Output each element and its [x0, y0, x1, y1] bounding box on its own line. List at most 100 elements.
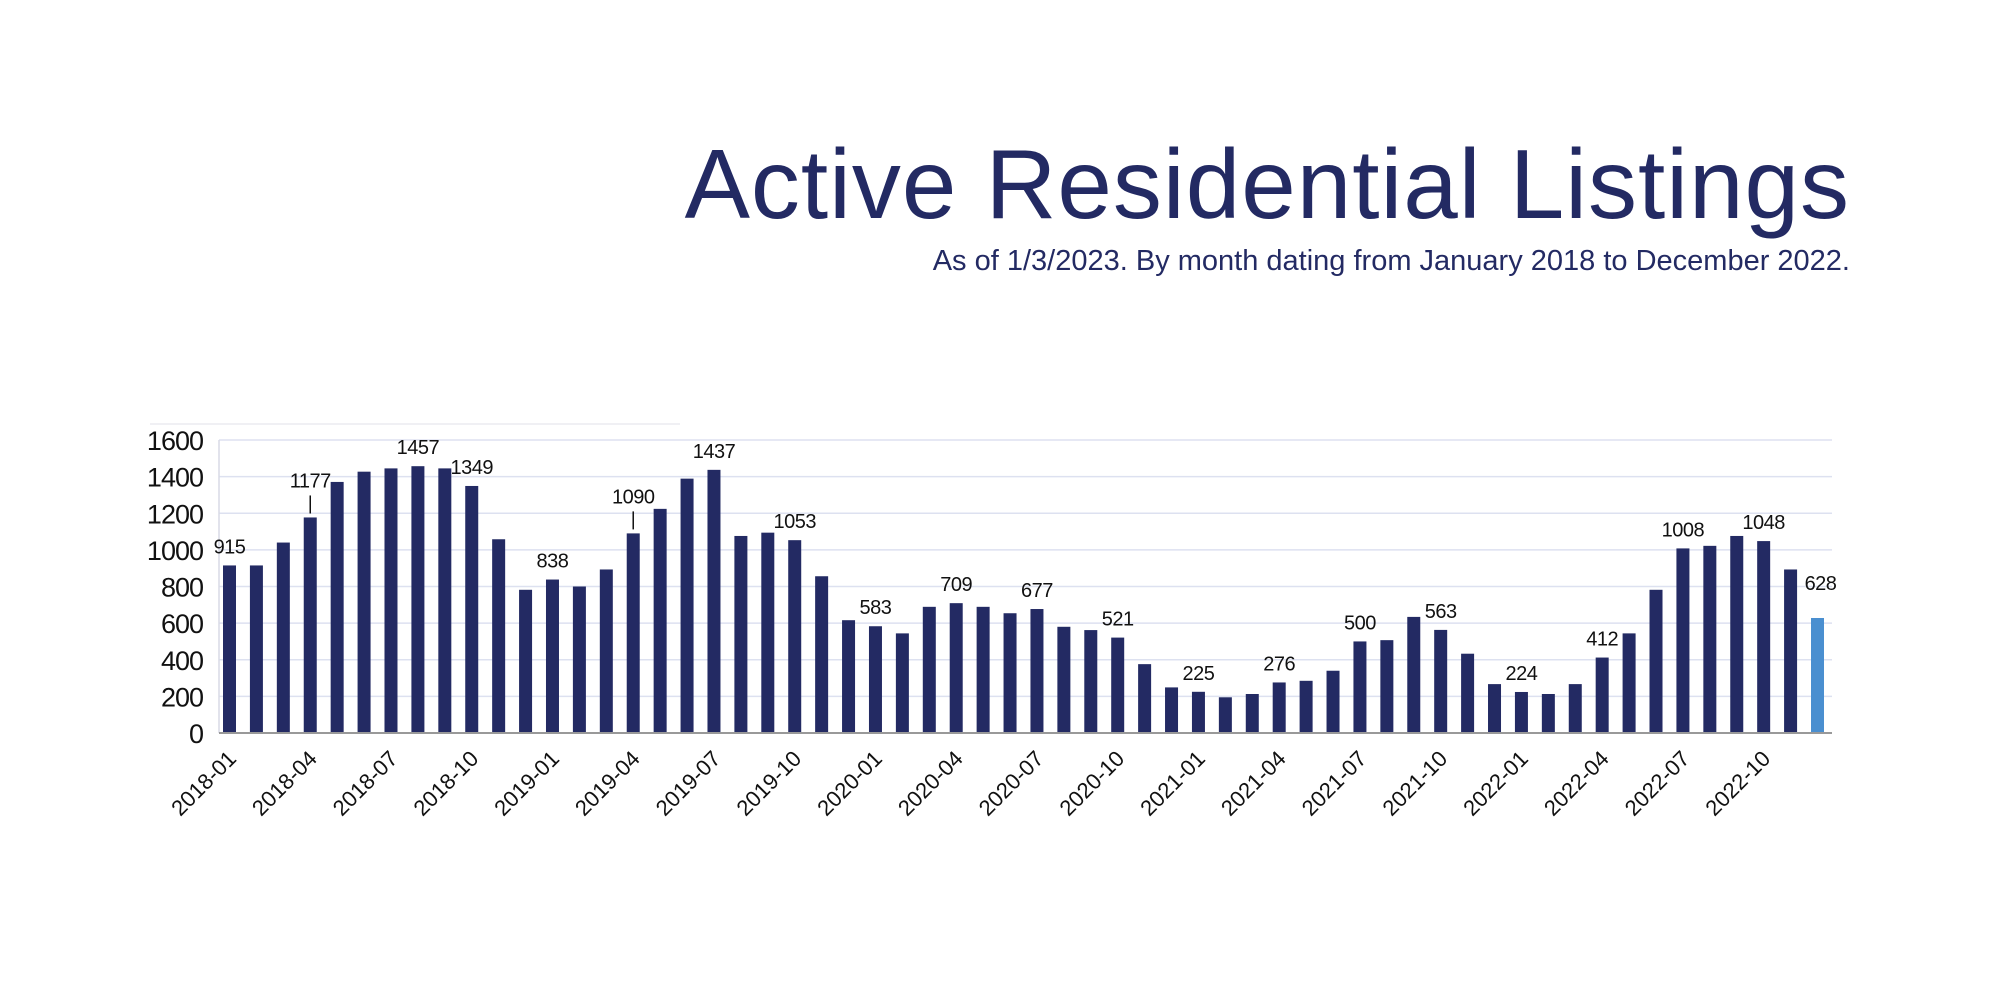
data-label: 583	[860, 597, 892, 619]
data-label: 915	[214, 536, 246, 558]
x-tick-label: 2019-10	[731, 746, 806, 821]
bar-2018-03	[276, 542, 290, 733]
x-tick-label: 2018-07	[328, 746, 403, 821]
bar-2018-05	[330, 481, 344, 733]
bar-2019-06	[680, 478, 694, 733]
x-tick-label: 2020-04	[893, 746, 968, 821]
data-label: 276	[1263, 653, 1295, 675]
bar-2019-11	[815, 576, 829, 733]
data-label: 838	[537, 551, 569, 573]
bar-2022-01	[1514, 691, 1528, 733]
bar-2020-06	[1003, 613, 1017, 733]
bar-2022-09	[1730, 535, 1744, 733]
bar-2020-04	[949, 603, 963, 733]
bar-2021-03	[1245, 693, 1259, 733]
x-tick-label: 2019-04	[570, 746, 645, 821]
bar-2018-06	[357, 471, 371, 733]
y-tick-label: 800	[161, 573, 203, 603]
bar-2020-02	[895, 633, 909, 733]
data-label: 521	[1102, 609, 1134, 631]
bar-2022-06	[1649, 589, 1663, 733]
x-tick-label: 2018-04	[247, 746, 322, 821]
x-tick-label: 2022-07	[1620, 746, 1695, 821]
bar-2021-02	[1218, 697, 1232, 733]
chart-subtitle: As of 1/3/2023. By month dating from Jan…	[932, 245, 1850, 277]
y-tick-label: 1200	[147, 499, 203, 529]
x-tick-label: 2018-10	[408, 746, 483, 821]
data-label: 1349	[450, 457, 493, 479]
bar-2020-05	[976, 606, 990, 733]
data-label: 225	[1183, 663, 1215, 685]
x-tick-label: 2021-01	[1135, 746, 1210, 821]
x-tick-label: 2020-07	[974, 746, 1049, 821]
bar-2020-08	[1057, 626, 1071, 733]
x-tick-label: 2021-04	[1216, 746, 1291, 821]
data-label: 563	[1425, 601, 1457, 623]
bar-2020-09	[1084, 630, 1098, 733]
bar-2019-10	[788, 540, 802, 733]
data-label: 677	[1021, 580, 1053, 602]
x-tick-label: 2018-01	[166, 746, 241, 821]
bar-2018-10	[465, 485, 479, 733]
bar-2018-04	[303, 517, 317, 733]
bar-2019-05	[653, 508, 667, 733]
bar-2021-11	[1461, 653, 1475, 733]
bar-2021-05	[1299, 680, 1313, 733]
x-tick-label: 2019-07	[651, 746, 726, 821]
y-tick-label: 1400	[147, 463, 203, 493]
bar-2019-02	[572, 586, 586, 733]
bar-2020-10	[1111, 637, 1125, 733]
bar-2020-07	[1030, 609, 1044, 733]
x-tick-label: 2022-04	[1539, 746, 1614, 821]
y-tick-label: 1000	[147, 536, 203, 566]
data-label: 1177	[290, 470, 331, 492]
y-tick-label: 0	[189, 719, 203, 749]
bar-2020-01	[868, 626, 882, 733]
data-label: 709	[940, 574, 972, 596]
bar-2021-08	[1380, 640, 1394, 733]
bar-2022-07	[1676, 548, 1690, 733]
bar-2020-03	[922, 606, 936, 733]
y-tick-label: 200	[161, 682, 203, 712]
y-tick-label: 1600	[147, 426, 203, 456]
bar-2018-07	[384, 468, 398, 733]
x-tick-label: 2022-01	[1458, 746, 1533, 821]
bar-2019-03	[599, 569, 613, 733]
bar-2022-08	[1703, 545, 1717, 733]
bar-2020-11	[1138, 664, 1152, 733]
data-label: 1457	[397, 437, 440, 459]
bar-2019-09	[761, 532, 775, 733]
bar-2022-05	[1622, 633, 1636, 733]
x-tick-label: 2021-10	[1377, 746, 1452, 821]
bar-2020-12	[1165, 687, 1179, 733]
bar-2022-12	[1811, 617, 1824, 733]
data-label: 1008	[1662, 519, 1705, 541]
data-label: 412	[1586, 629, 1618, 651]
chart-title: Active Residential Listings	[684, 129, 1850, 239]
data-label: 224	[1505, 663, 1537, 685]
x-tick-label: 2022-10	[1700, 746, 1775, 821]
data-label: 628	[1805, 573, 1837, 595]
x-tick-label: 2021-07	[1297, 746, 1372, 821]
data-label: 1053	[773, 511, 816, 533]
x-tick-label: 2019-01	[489, 746, 564, 821]
bar-2022-11	[1784, 569, 1798, 733]
bar-2022-10	[1757, 541, 1771, 733]
bar-2021-06	[1326, 670, 1340, 733]
bar-2018-08	[411, 466, 425, 733]
data-label: 1437	[693, 441, 736, 463]
bar-2021-01	[1191, 691, 1205, 733]
bar-2021-12	[1488, 684, 1502, 733]
bar-2021-09	[1407, 616, 1421, 733]
bar-2019-04	[626, 533, 640, 733]
bar-2021-04	[1272, 682, 1286, 733]
bar-2019-12	[842, 620, 856, 733]
bar-2018-09	[438, 468, 452, 733]
bar-2018-01	[223, 565, 236, 733]
data-label: 1090	[612, 486, 655, 508]
bar-2021-07	[1353, 641, 1367, 733]
bar-2022-04	[1595, 657, 1609, 733]
x-tick-label: 2020-01	[812, 746, 887, 821]
bar-2018-11	[492, 539, 506, 733]
